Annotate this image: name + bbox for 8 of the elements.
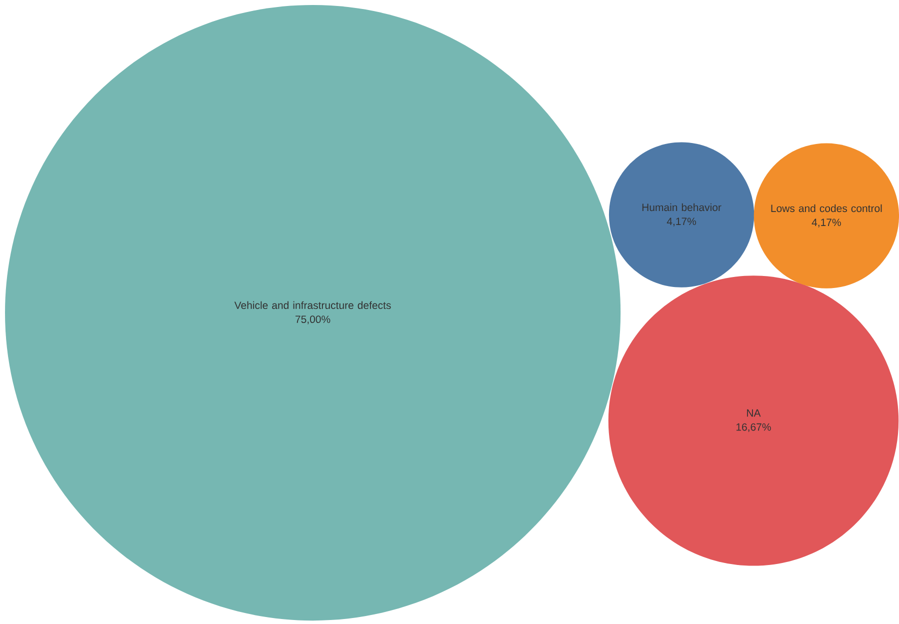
data-label: 4,17% <box>812 218 841 228</box>
data-label: 16,67% <box>736 424 771 432</box>
category-label: Lows and codes control <box>771 204 882 212</box>
data-label: 75,00% <box>296 316 330 324</box>
data-label: 4,17% <box>666 218 696 227</box>
category-label: Humain behavior <box>642 204 722 212</box>
category-label: NA <box>747 410 761 417</box>
category-label: Vehicle and infrastructure defects <box>234 302 391 310</box>
